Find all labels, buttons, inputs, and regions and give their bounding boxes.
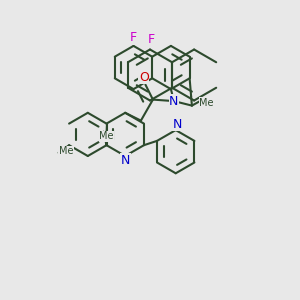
Text: Me: Me (200, 98, 214, 108)
Text: Me: Me (59, 146, 73, 156)
Text: Me: Me (99, 131, 114, 141)
Text: N: N (121, 154, 130, 167)
Text: O: O (139, 70, 149, 84)
Text: N: N (169, 94, 178, 108)
Text: F: F (130, 31, 137, 44)
Text: F: F (148, 33, 155, 46)
Text: N: N (172, 118, 182, 130)
